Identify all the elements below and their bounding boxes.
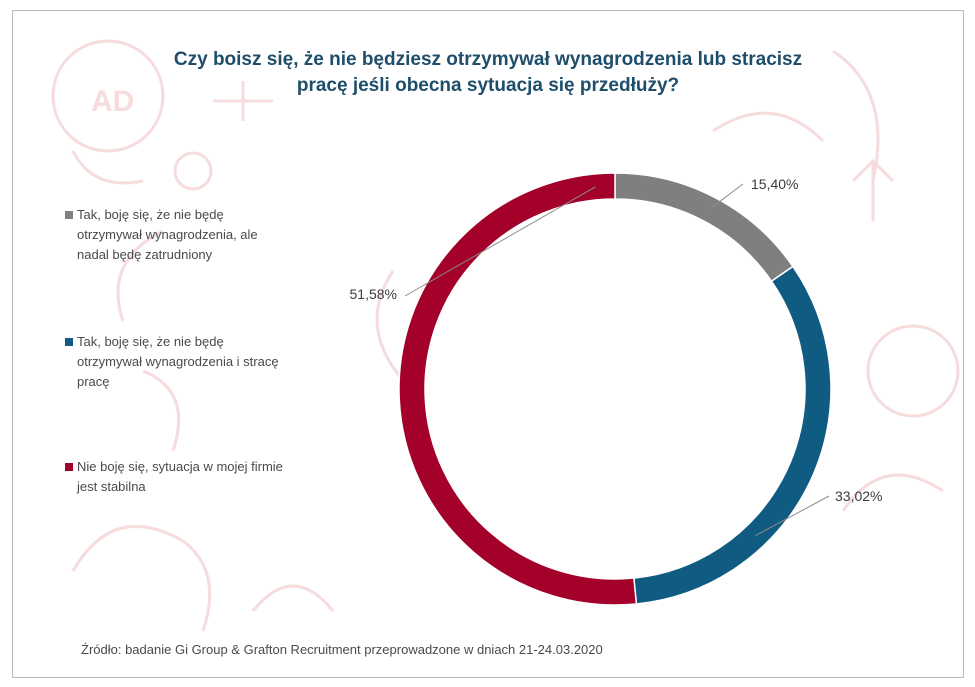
legend-label-red-line1: Nie boję się, sytuacja w mojej firmie bbox=[77, 459, 283, 474]
background-arrow-up-icon bbox=[851, 158, 895, 221]
background-curve-icon-6 bbox=[251, 584, 335, 612]
value-label-red: 51,58% bbox=[350, 286, 397, 302]
legend-item-grey: Tak, boję się, że nie będę otrzymywał wy… bbox=[65, 205, 335, 265]
background-ad-circle-icon bbox=[51, 39, 165, 153]
background-curve-icon-5 bbox=[71, 525, 212, 632]
legend-swatch-grey bbox=[65, 211, 73, 219]
background-plus-icon bbox=[213, 81, 273, 121]
legend-swatch-blue bbox=[65, 338, 73, 346]
source-note: Źródło: badanie Gi Group & Grafton Recru… bbox=[81, 642, 603, 657]
background-ad-glyph: AD bbox=[91, 85, 134, 118]
legend-label-grey-line3: nadal będę zatrudniony bbox=[77, 247, 213, 262]
legend-label-blue-line3: pracę bbox=[77, 374, 110, 389]
background-curve-icon bbox=[71, 150, 144, 185]
background-circle-icon bbox=[866, 324, 960, 418]
background-curve-icon-8 bbox=[712, 111, 825, 143]
leader-line-red bbox=[404, 186, 596, 297]
donut-value-labels: 15,40% 33,02% 51,58% bbox=[350, 176, 883, 504]
donut-leader-lines bbox=[404, 183, 830, 537]
background-curve-icon-2 bbox=[116, 229, 164, 322]
leader-line-grey bbox=[709, 183, 744, 210]
value-label-blue: 33,02% bbox=[835, 488, 882, 504]
legend-label-blue-line2: otrzymywał wynagrodzenia i stracę bbox=[77, 354, 279, 369]
legend-item-blue: Tak, boję się, że nie będę otrzymywał wy… bbox=[65, 332, 335, 392]
legend-label-grey-line1: Tak, boję się, że nie będę bbox=[77, 207, 224, 222]
legend-label-grey-line2: otrzymywał wynagrodzenia, ale bbox=[77, 227, 258, 242]
donut-chart: 15,40% 33,02% 51,58% bbox=[350, 172, 883, 606]
value-label-grey: 15,40% bbox=[751, 176, 798, 192]
leader-line-blue bbox=[755, 495, 830, 537]
background-curve-icon-4 bbox=[841, 473, 944, 512]
background-doodles: AD bbox=[51, 39, 960, 632]
background-curve-icon-9 bbox=[142, 369, 181, 452]
chart-frame: AD Czy boisz się, że nie będziesz otrzym… bbox=[12, 10, 964, 678]
donut-slice-blue bbox=[633, 265, 832, 605]
background-dot-icon bbox=[173, 151, 213, 191]
legend-item-red: Nie boję się, sytuacja w mojej firmie je… bbox=[65, 457, 335, 497]
chart-title-line1: Czy boisz się, że nie będziesz otrzymywa… bbox=[173, 49, 803, 70]
background-curve-icon-3 bbox=[832, 49, 880, 182]
legend-label-red-line2: jest stabilna bbox=[77, 479, 146, 494]
legend-swatch-red bbox=[65, 463, 73, 471]
donut-slices bbox=[398, 172, 832, 606]
legend-label-blue-line1: Tak, boję się, że nie będę bbox=[77, 334, 224, 349]
donut-slice-red bbox=[398, 172, 638, 606]
chart-title: Czy boisz się, że nie będziesz otrzymywa… bbox=[73, 47, 903, 99]
chart-title-line2: pracę jeśli obecna sytuacja się przedłuż… bbox=[296, 75, 680, 96]
